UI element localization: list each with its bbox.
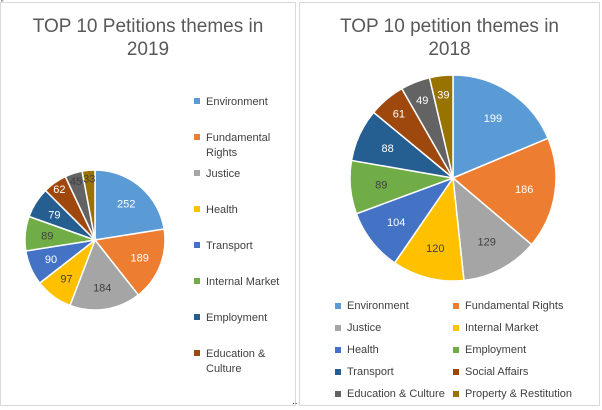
legend-item-transport: Transport [335, 365, 475, 379]
legend-item-fundamental-rights: Fundamental Rights [453, 299, 593, 313]
legend-swatch [453, 303, 459, 309]
pie-slice-fundamental-rights [451, 137, 557, 246]
pie-chart-2018: 199 186 129 120 104 89 88 61 49 39 [349, 74, 557, 282]
legend-item-environment: Environment [335, 299, 475, 313]
legend-label: Transport [206, 240, 253, 252]
legend-item-justice: Justice [335, 321, 475, 335]
pie-slice-fundamental-rights [93, 228, 166, 297]
legend-label-line: Fundamental [206, 132, 271, 144]
legend-swatch [194, 242, 200, 248]
legend-swatch [453, 325, 459, 331]
data-label-fundamental-rights: 189 [131, 252, 149, 264]
legend-item-health: Health [335, 343, 475, 357]
legend-swatch [194, 134, 200, 140]
data-label-transport: 88 [381, 143, 393, 155]
legend-item-property-and-restitution: Property & Restitution [453, 387, 593, 401]
legend-label: Education & Culture [347, 388, 445, 400]
pie-slice-property-and-restitution [81, 169, 96, 241]
legend-label: Internal Market [465, 322, 539, 334]
legend-label: Justice [206, 168, 241, 180]
legend-swatch [335, 347, 341, 353]
pie-slice-justice [69, 238, 140, 311]
data-label-health: 97 [60, 274, 72, 286]
bottom-mark: .. [292, 396, 298, 407]
legend-swatch [194, 350, 200, 356]
data-label-justice: 129 [478, 237, 496, 249]
legend-label: Fundamental Rights [465, 300, 564, 312]
legend-item-education-and-culture: Education & Culture [335, 387, 475, 401]
data-label-social-affairs: 45 [70, 176, 82, 188]
data-label-internal-market: 120 [426, 243, 444, 255]
data-label-transport: 90 [45, 254, 57, 266]
chart-title-line-1: TOP 10 Petitions themes in [32, 16, 264, 37]
legend-item-justice: Justice [194, 167, 290, 182]
legend-label-line: Rights [206, 147, 238, 159]
legend-swatch [335, 369, 341, 375]
legend-label: Employment [465, 344, 527, 356]
data-label-internal-market: 89 [41, 231, 53, 243]
legend-label: Environment [206, 96, 268, 108]
chart-title-2018: TOP 10 petition themes in 2018 [300, 15, 599, 61]
data-label-education-and-culture: 49 [416, 95, 428, 107]
pie-slice-environment [452, 74, 550, 180]
legend-item-internal-market: Internal Market [194, 275, 290, 290]
chart-title-2019: TOP 10 Petitions themes in 2019 [1, 15, 295, 61]
legend-item-transport: Transport [194, 239, 290, 254]
legend-item-social-affairs: Social Affairs [453, 365, 593, 379]
legend-label-line: Culture [206, 363, 242, 375]
data-label-property-and-restitution: 39 [437, 90, 449, 102]
legend-swatch [194, 314, 200, 320]
legend-label: Health [206, 204, 238, 216]
chart-title-line-2: 2019 [126, 39, 170, 60]
legend-label: Social Affairs [465, 366, 529, 378]
legend-label: Environment [347, 300, 409, 312]
data-label-health: 104 [387, 217, 405, 229]
legend-swatch [453, 347, 459, 353]
legend-item-environment: Environment [194, 95, 290, 110]
pie-slice-environment [94, 169, 165, 241]
legend-item-employment: Employment [194, 311, 290, 326]
legend-swatch [194, 170, 200, 176]
legend-item-fundamental-rights: Fundamental Rights [194, 131, 290, 161]
legend-swatch [194, 98, 200, 104]
legend-label-line: Education & [206, 348, 266, 360]
data-label-justice: 184 [93, 282, 111, 294]
data-label-environment: 252 [117, 199, 135, 211]
legend-label: Justice [347, 322, 382, 334]
chart-panel-2019: TOP 10 Petitions themes in 2019 252 189 18… [0, 2, 296, 406]
legend-label: Property & Restitution [465, 388, 572, 400]
data-label-employment: 79 [48, 209, 60, 221]
legend-label: Employment [206, 312, 268, 324]
data-label-fundamental-rights: 186 [515, 184, 533, 196]
data-label-environment: 199 [484, 113, 502, 125]
pie-slice-justice [452, 176, 533, 282]
data-label-education-and-culture: 62 [53, 184, 65, 196]
legend-label: Internal Market [206, 276, 280, 288]
legend-swatch [194, 206, 200, 212]
pie-slice-property-and-restitution [428, 74, 454, 179]
pie-slice-internal-market [393, 175, 465, 282]
data-label-employment: 89 [375, 180, 387, 192]
legend-label: Health [347, 344, 379, 356]
legend-swatch [335, 391, 341, 397]
legend-swatch [453, 369, 459, 375]
chart-panel-2018: TOP 10 petition themes in 2018 199 186 129… [299, 2, 600, 406]
legend-swatch [335, 325, 341, 331]
legend-item-education-and-culture: Education & Culture [194, 347, 290, 377]
data-label-social-affairs: 61 [393, 109, 405, 121]
chart-title-line-1: TOP 10 petition themes in [340, 16, 559, 37]
legend-label: Transport [347, 366, 394, 378]
legend-item-health: Health [194, 203, 290, 218]
data-label-property-and-restitution: 33 [83, 173, 95, 185]
legend-item-employment: Employment [453, 343, 593, 357]
legend-swatch [453, 391, 459, 397]
legend-swatch [335, 303, 341, 309]
legend-swatch [194, 278, 200, 284]
chart-title-line-2: 2018 [428, 39, 471, 60]
legend-item-internal-market: Internal Market [453, 321, 593, 335]
